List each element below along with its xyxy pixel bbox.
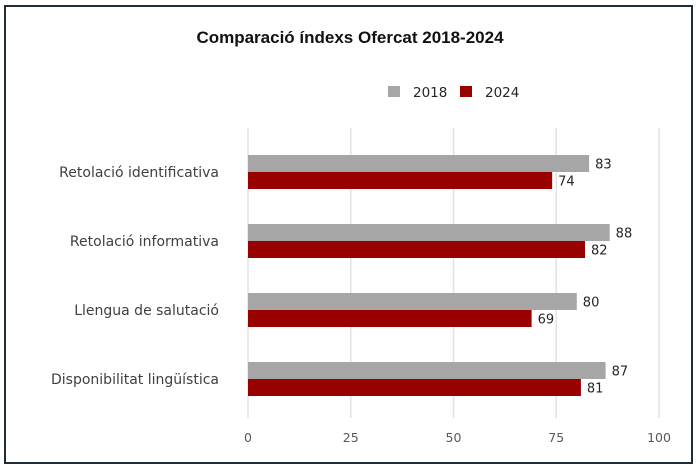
chart-title: Comparació índexs Ofercat 2018-2024 [196,28,504,47]
x-tick-label: 100 [647,430,671,445]
data-label: 82 [591,244,608,259]
bar-2024-0 [248,172,553,189]
bar-2018-0 [248,155,590,172]
x-tick-label: 25 [343,430,359,445]
category-label: Disponibilitat lingüística [51,372,219,388]
x-tick-label: 50 [446,430,462,445]
bar-2018-3 [248,362,606,379]
data-label: 81 [587,382,604,397]
legend-swatch-2024 [460,86,472,97]
category-label: Retolació informativa [70,234,219,250]
bars [248,155,610,396]
legend: 2018 2024 [388,85,519,101]
category-label: Llengua de salutació [74,303,219,319]
legend-label: 2024 [485,85,519,101]
data-label: 74 [558,175,575,190]
x-tick-label: 75 [548,430,564,445]
data-label: 88 [616,227,633,242]
legend-label: 2018 [413,85,447,101]
category-label: Retolació identificativa [59,165,219,181]
data-label: 83 [595,158,612,173]
data-label: 87 [612,365,629,380]
x-tick-label: 0 [244,430,252,445]
bar-2018-2 [248,293,577,310]
bar-2024-3 [248,379,581,396]
bar-2024-1 [248,241,586,258]
labels: 0 25 50 75 100 83 74 Retolació identificativa 88… [51,158,671,446]
bar-2024-2 [248,310,532,327]
legend-swatch-2018 [388,86,400,97]
data-label: 80 [583,296,600,311]
data-label: 69 [538,313,555,328]
bar-2018-1 [248,224,610,241]
